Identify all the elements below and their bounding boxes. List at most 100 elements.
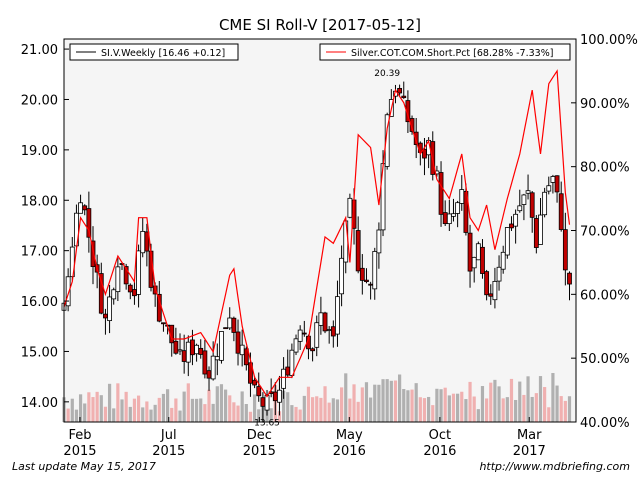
candle-body: [368, 283, 374, 286]
volume-bar: [87, 392, 91, 422]
volume-bar: [199, 398, 203, 422]
candle-body: [248, 362, 253, 384]
y-left-tick-label: 14.00: [21, 396, 58, 411]
candle-body: [285, 366, 291, 376]
candle-body: [529, 192, 535, 218]
volume-bar: [393, 380, 398, 422]
volume-bar: [203, 404, 207, 422]
volume-bar: [302, 395, 306, 422]
x-tick-label-month: Feb: [68, 428, 91, 443]
volume-bar: [530, 396, 534, 422]
chart-title: CME SI Roll-V [2017-05-12]: [219, 16, 421, 34]
x-tick-label-month: May: [336, 428, 363, 443]
volume-bar: [348, 398, 352, 422]
candle-body: [567, 272, 572, 285]
volume-bar: [149, 409, 153, 422]
volume-bar: [170, 407, 174, 422]
candle-body: [119, 263, 125, 265]
volume-bar: [402, 388, 406, 422]
volume-bar: [112, 408, 116, 422]
volume-bar: [70, 398, 74, 422]
candle-body: [500, 251, 506, 270]
candle-body: [256, 386, 262, 397]
volume-bar: [472, 396, 476, 422]
candle-body: [446, 213, 452, 225]
volume-bar: [315, 396, 319, 422]
candle-body: [484, 271, 490, 296]
y-left-tick-label: 18.00: [21, 194, 58, 209]
volume-bar: [335, 399, 340, 422]
volume-bar: [443, 387, 447, 422]
candle-body: [214, 356, 220, 361]
candle-body: [496, 266, 502, 282]
candle-body: [310, 348, 316, 352]
candle-body: [243, 348, 249, 366]
volume-bar: [107, 383, 112, 422]
volume-bar: [190, 398, 195, 422]
candle-body: [223, 327, 228, 330]
volume-bar: [447, 395, 451, 422]
volume-bar: [124, 391, 128, 422]
candle-body: [438, 172, 444, 215]
candle-body: [293, 338, 299, 353]
candle-body: [318, 312, 324, 326]
volume-bar: [456, 393, 460, 422]
volume-bar: [439, 389, 443, 422]
volume-bar: [323, 386, 327, 422]
x-tick-label-year: 2015: [152, 444, 185, 459]
x-tick-label-year: 2015: [243, 444, 276, 459]
volume-bar: [194, 398, 199, 422]
volume-bar: [418, 397, 422, 422]
x-tick-label-month: Jul: [160, 428, 177, 443]
y-right-tick-label: 80.00%: [580, 161, 630, 176]
candle-body: [467, 232, 473, 272]
candle-body: [272, 391, 278, 402]
candle-body: [78, 202, 83, 214]
candle-body: [86, 208, 92, 238]
x-tick-label-month: Oct: [429, 428, 451, 443]
volume-bar: [476, 409, 480, 422]
volume-bar: [103, 406, 108, 422]
candle-body: [525, 190, 531, 194]
volume-bar: [534, 393, 538, 422]
volume-bar: [377, 384, 381, 422]
volume-bar: [178, 410, 182, 422]
volume-bar: [551, 373, 555, 422]
legend-right: Silver.COT.COM.Short.Pct [68.28% -7.33%]: [319, 43, 571, 61]
volume-bar: [331, 398, 335, 422]
y-right-tick-label: 60.00%: [580, 288, 630, 303]
candle-body: [347, 197, 353, 218]
x-tick-label-month: Dec: [247, 428, 272, 443]
candle-body: [181, 350, 187, 362]
candle-body: [409, 118, 415, 132]
candle-body: [136, 250, 141, 295]
volume-bar: [236, 405, 240, 422]
volume-bar: [228, 395, 232, 422]
x-tick-label-year: 2016: [423, 444, 456, 459]
candle-body: [252, 379, 257, 386]
volume-bar: [116, 383, 120, 422]
last-update-text: Last update May 15, 2017: [12, 460, 156, 473]
volume-bar: [389, 380, 393, 422]
volume-bar: [431, 405, 435, 422]
candle-body: [107, 296, 112, 322]
volume-bar: [240, 391, 244, 422]
candle-body: [463, 191, 469, 233]
candle-body: [326, 329, 332, 331]
candle-body: [455, 202, 461, 214]
candle-body: [202, 350, 208, 375]
x-tick-label-year: 2016: [333, 444, 366, 459]
volume-bar: [356, 401, 360, 422]
volume-bar: [83, 403, 87, 422]
volume-bar: [559, 396, 563, 422]
candle-body: [335, 296, 340, 335]
candle-body: [442, 212, 448, 225]
volume-bar: [543, 387, 547, 422]
volume-bar: [277, 411, 282, 422]
volume-bar: [311, 397, 315, 422]
candle-body: [401, 95, 407, 99]
candle-body: [289, 349, 295, 376]
candle-body: [480, 246, 485, 274]
candle-body: [90, 240, 96, 268]
candle-body: [330, 326, 336, 337]
